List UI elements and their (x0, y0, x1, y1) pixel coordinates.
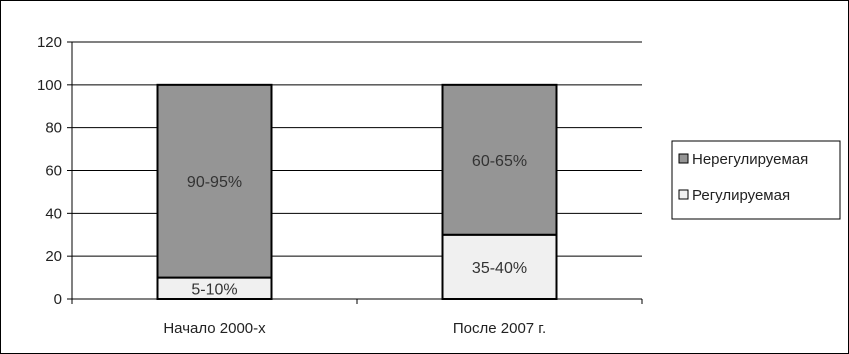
data-label: 5-10% (191, 281, 237, 298)
x-tick-label: Начало 2000-х (163, 320, 266, 337)
legend-label: Регулируемая (692, 187, 790, 204)
bars (156, 83, 558, 301)
y-tick-label: 40 (45, 205, 62, 222)
bar-segment (156, 83, 273, 279)
legend-label: Нерегулируемая (692, 151, 808, 168)
data-label: 90-95% (187, 174, 242, 191)
y-tick-label: 80 (45, 120, 62, 137)
y-tick-label: 60 (45, 163, 62, 180)
data-label: 35-40% (472, 260, 527, 277)
y-tick-label: 120 (37, 34, 62, 51)
legend-box (671, 140, 841, 220)
y-tick-label: 20 (45, 248, 62, 265)
bar-segment (441, 83, 558, 236)
data-labels: 5-10% 90-95% 35-40% 60-65% (187, 153, 527, 298)
y-tick-label: 100 (37, 77, 62, 94)
data-label: 60-65% (472, 153, 527, 170)
x-ticks: Начало 2000-х После 2007 г. (71, 299, 643, 337)
y-tick-label: 0 (54, 291, 62, 308)
legend-swatch (678, 153, 689, 164)
legend: Нерегулируемая Регулируемая (678, 151, 808, 204)
legend-swatch (678, 189, 689, 200)
y-ticks: 0 20 40 60 80 100 120 (37, 34, 72, 308)
x-tick-label: После 2007 г. (453, 320, 546, 337)
